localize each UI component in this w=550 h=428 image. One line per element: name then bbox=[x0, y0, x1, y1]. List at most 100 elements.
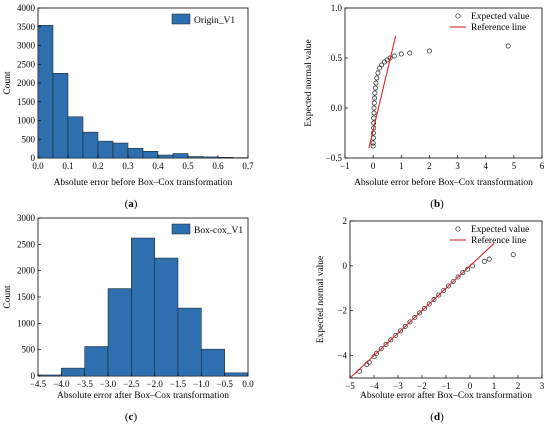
scatter-point bbox=[371, 105, 377, 111]
y-tick-label: 1000 bbox=[17, 116, 36, 126]
scatter-point bbox=[407, 50, 413, 56]
scatter-point bbox=[397, 328, 403, 334]
scatter-point bbox=[398, 51, 404, 57]
x-tick-label: 0.7 bbox=[242, 161, 254, 171]
scatter-point bbox=[465, 266, 471, 272]
legend-label: Origin_V1 bbox=[194, 16, 235, 26]
x-tick-label: −3.0 bbox=[100, 379, 117, 389]
scatter-point bbox=[450, 279, 456, 285]
x-tick-label: −5 bbox=[345, 381, 355, 391]
scatter-point bbox=[372, 90, 378, 96]
x-tick-label: 1 bbox=[492, 381, 497, 391]
y-tick-label: 3000 bbox=[17, 213, 36, 223]
histogram-bar bbox=[131, 237, 155, 377]
x-tick-label: −4.0 bbox=[53, 379, 70, 389]
histogram-bar bbox=[61, 367, 85, 377]
x-tick-label: 1 bbox=[399, 161, 404, 171]
scatter-point bbox=[383, 341, 389, 347]
scatter-point bbox=[372, 85, 378, 91]
histogram-bar bbox=[97, 140, 114, 159]
scatter-point bbox=[377, 65, 383, 71]
scatter-point bbox=[374, 75, 380, 81]
x-tick-label: 6 bbox=[540, 161, 545, 171]
x-tick-label: 0 bbox=[371, 161, 376, 171]
x-tick-label: 0.3 bbox=[122, 161, 134, 171]
histogram-bar bbox=[154, 257, 179, 377]
x-tick-label: 3 bbox=[540, 381, 545, 391]
legend-label: Expected value bbox=[471, 225, 529, 235]
histogram-bar bbox=[142, 151, 159, 159]
x-tick-label: −4 bbox=[369, 381, 379, 391]
reference-line bbox=[368, 35, 397, 149]
x-tick-label: 4 bbox=[483, 161, 488, 171]
reference-line bbox=[350, 243, 495, 378]
x-axis-label: Absolute error before Box–Cox transforma… bbox=[354, 177, 533, 188]
x-axis-label: Absolute error after Box–Cox transformat… bbox=[57, 390, 229, 401]
scatter-point bbox=[417, 310, 423, 316]
scatter-point bbox=[460, 270, 466, 276]
scatter-point bbox=[371, 100, 377, 106]
y-tick-label: 0.5 bbox=[331, 53, 343, 63]
x-tick-label: −2.5 bbox=[123, 379, 140, 389]
y-tick-label: 0 bbox=[343, 261, 348, 271]
x-tick-label: −2 bbox=[417, 381, 427, 391]
scatter-point bbox=[441, 288, 447, 293]
histogram-bar bbox=[202, 156, 219, 159]
y-axis-label: Count bbox=[3, 71, 13, 95]
x-tick-label: 0 bbox=[468, 381, 473, 391]
x-tick-label: −2.0 bbox=[147, 379, 164, 389]
y-tick-label: 2000 bbox=[17, 78, 36, 88]
x-tick-label: 0.2 bbox=[92, 161, 103, 171]
y-tick-label: 500 bbox=[22, 345, 36, 355]
y-axis-label: Count bbox=[3, 285, 13, 309]
legend-label: Reference line bbox=[471, 22, 526, 33]
histogram-bar bbox=[177, 307, 202, 377]
x-tick-label: 0.5 bbox=[182, 161, 194, 171]
histogram-bar bbox=[217, 157, 234, 159]
scatter-point bbox=[431, 297, 437, 302]
legend-swatch bbox=[171, 13, 191, 25]
y-tick-label: 2000 bbox=[17, 266, 36, 276]
histogram-bar bbox=[127, 148, 144, 159]
y-tick-label: 2500 bbox=[17, 59, 36, 69]
panel-b: −1 0 1 2 3 4 5 6 −0.5 0.0 0.5 1.0 Absolute error bef… bbox=[304, 3, 545, 210]
scatter-point bbox=[370, 143, 376, 149]
y-tick-label: 0 bbox=[31, 153, 36, 163]
scatter-point bbox=[373, 350, 379, 356]
x-tick-label: 0.0 bbox=[32, 161, 44, 171]
panel-caption: (a) bbox=[125, 198, 138, 210]
x-tick-label: 3 bbox=[455, 161, 460, 171]
scatter-point bbox=[426, 48, 432, 54]
y-tick-label: 3500 bbox=[17, 22, 36, 32]
scatter-point bbox=[510, 252, 516, 258]
panel-c: −4.5 −4.0 −3.5 −3.0 −2.5 −2.0 −1.5 −1.0 −0.5 0.0 0… bbox=[3, 213, 254, 423]
y-tick-label: 1.0 bbox=[331, 3, 343, 13]
scatter-point bbox=[505, 43, 511, 49]
scatter-point bbox=[370, 140, 376, 146]
histogram-bar bbox=[187, 156, 204, 159]
scatter-point bbox=[388, 337, 394, 343]
scatter-point bbox=[407, 319, 413, 325]
x-axis-label: Absolute error before Box–Cox transforma… bbox=[54, 177, 233, 188]
x-tick-label: 0.4 bbox=[152, 161, 164, 171]
scatter-point bbox=[455, 274, 461, 280]
x-tick-label: 0.6 bbox=[212, 161, 224, 171]
x-tick-label: −1.0 bbox=[193, 379, 210, 389]
scatter-point bbox=[378, 346, 384, 352]
x-tick-label: −1 bbox=[441, 381, 451, 391]
plot-frame bbox=[344, 7, 543, 159]
x-tick-label: −1 bbox=[340, 161, 350, 171]
scatter-point bbox=[436, 292, 442, 298]
y-tick-label: 2500 bbox=[17, 239, 36, 249]
x-tick-label: −4.5 bbox=[30, 379, 47, 389]
panel-caption: (b) bbox=[430, 198, 444, 210]
scatter-point bbox=[445, 283, 451, 289]
y-tick-label: 500 bbox=[22, 134, 36, 144]
histogram-bar bbox=[157, 154, 174, 159]
y-tick-label: 3000 bbox=[17, 41, 36, 51]
histogram-bar bbox=[112, 142, 129, 159]
y-tick-label: −2 bbox=[337, 306, 347, 316]
x-tick-label: 0.1 bbox=[62, 161, 73, 171]
